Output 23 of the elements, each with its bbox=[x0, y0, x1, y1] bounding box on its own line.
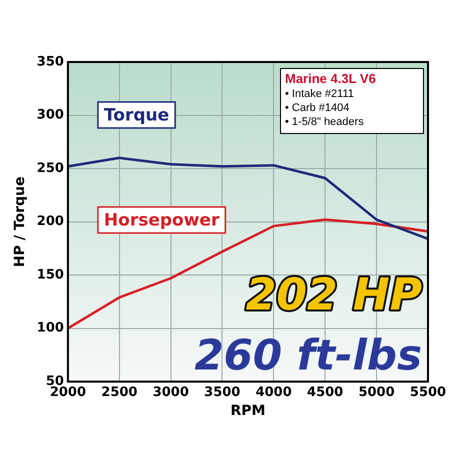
annotation: • 1-5/8" headers bbox=[285, 115, 365, 129]
y-tick-label: 100 bbox=[36, 320, 64, 336]
series-label: Horsepower bbox=[104, 210, 220, 230]
text: Torque bbox=[104, 105, 170, 126]
x-tick-label: 5500 bbox=[410, 384, 446, 400]
x-axis-title: RPM bbox=[230, 403, 266, 420]
x-tick-label: 3500 bbox=[204, 384, 240, 400]
y-tick-label: 150 bbox=[36, 267, 64, 282]
y-tick-label: 300 bbox=[36, 108, 64, 123]
y-axis-title: HP / Torque bbox=[12, 176, 28, 268]
x-tick-label: 4000 bbox=[256, 384, 292, 400]
x-tick-label: 5000 bbox=[358, 384, 395, 400]
annotation: Marine 4.3L V6 bbox=[285, 71, 377, 87]
annotation: 202 HP bbox=[246, 270, 422, 321]
annotation: • Carb #1404 bbox=[285, 101, 350, 115]
annotation: • Intake #2111 bbox=[285, 87, 355, 101]
x-tick-label: 4500 bbox=[307, 384, 344, 400]
x-tick-label: 2500 bbox=[101, 384, 138, 400]
y-tick-label: 350 bbox=[36, 54, 64, 70]
x-tick-label: 3000 bbox=[152, 384, 189, 400]
y-tick-label: 200 bbox=[36, 214, 64, 230]
y-tick-label: 250 bbox=[36, 160, 64, 176]
annotation: 260 ft-lbs bbox=[194, 330, 422, 380]
